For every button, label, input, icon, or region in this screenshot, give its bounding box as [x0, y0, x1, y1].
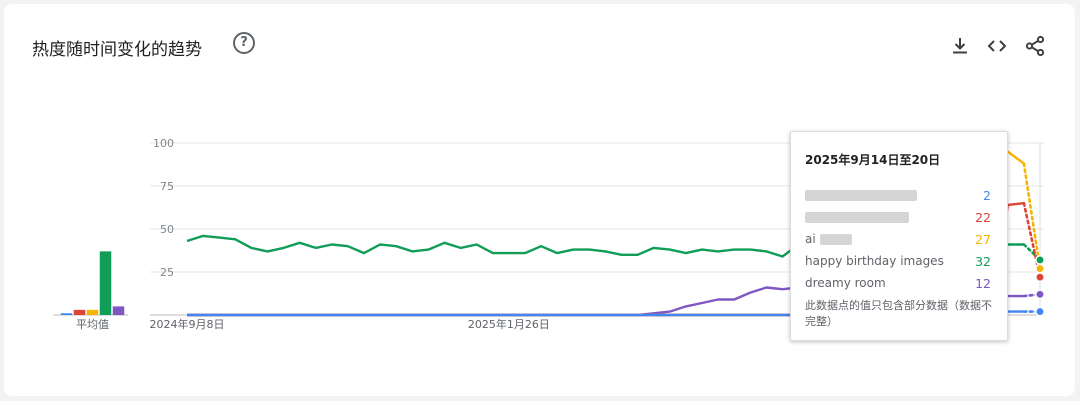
x-tick-label: 2025年1月26日 [468, 317, 550, 331]
tooltip-value: 12 [975, 276, 991, 291]
hover-markers [1035, 143, 1045, 317]
average-bar [112, 306, 125, 315]
bar-axis-label: 平均值 [76, 318, 109, 331]
tooltip-value: 32 [975, 254, 991, 269]
y-tick-label: 50 [160, 223, 174, 236]
tooltip-row: happy birthday images 32 [805, 254, 991, 272]
tooltip-term: ai [805, 232, 852, 246]
data-point-marker [1035, 263, 1045, 274]
tooltip-term-blurred [805, 188, 917, 202]
tooltip-value: 27 [975, 232, 991, 247]
average-bar [73, 309, 86, 315]
average-bar [86, 309, 99, 315]
chart-title: 热度随时间变化的趋势 [32, 40, 202, 60]
tooltip-term: happy birthday images [805, 254, 944, 268]
tooltip-note: 此数据点的值只包含部分数据（数据不完整） [805, 299, 992, 328]
data-point-marker [1035, 255, 1045, 265]
tooltip-row: ai 27 [805, 232, 991, 250]
code-icon[interactable] [985, 34, 1009, 58]
series-partial-line [1022, 162, 1042, 270]
average-bars [53, 251, 128, 316]
tooltip-date: 2025年9月14日至20日 [805, 153, 941, 167]
help-circle-icon[interactable]: ? [233, 32, 255, 54]
tooltip-term: dreamy room [805, 276, 886, 290]
tooltip-row: 2 [805, 188, 991, 206]
average-bar [99, 251, 112, 315]
data-point-marker [1035, 306, 1045, 317]
trend-card: 热度随时间变化的趋势 ? 25 50 75 100 2024年9月8日 2025年1月26… [4, 4, 1075, 396]
tooltip-row: 22 [805, 210, 991, 228]
tooltip-term-blurred [805, 210, 909, 224]
data-point-marker [1035, 289, 1045, 300]
data-point-marker [1035, 272, 1045, 283]
y-tick-label: 25 [160, 266, 174, 279]
share-icon[interactable] [1023, 34, 1047, 58]
data-tooltip: 2025年9月14日至20日 2 22 ai 27 happy birthday… [790, 131, 1008, 341]
x-tick-label: 2024年9月8日 [150, 317, 225, 331]
y-tick-label: 75 [160, 180, 174, 193]
tooltip-row: dreamy room 12 [805, 276, 991, 294]
y-tick-label: 100 [153, 137, 174, 150]
tooltip-value: 2 [983, 188, 991, 203]
average-bar [60, 313, 73, 315]
tooltip-value: 22 [975, 210, 991, 225]
axis-labels: 2550751002024年9月8日2025年1月26日2025年6月15日平均… [76, 137, 872, 331]
download-icon[interactable] [948, 34, 972, 58]
tooltip-term-text: ai [805, 232, 816, 246]
